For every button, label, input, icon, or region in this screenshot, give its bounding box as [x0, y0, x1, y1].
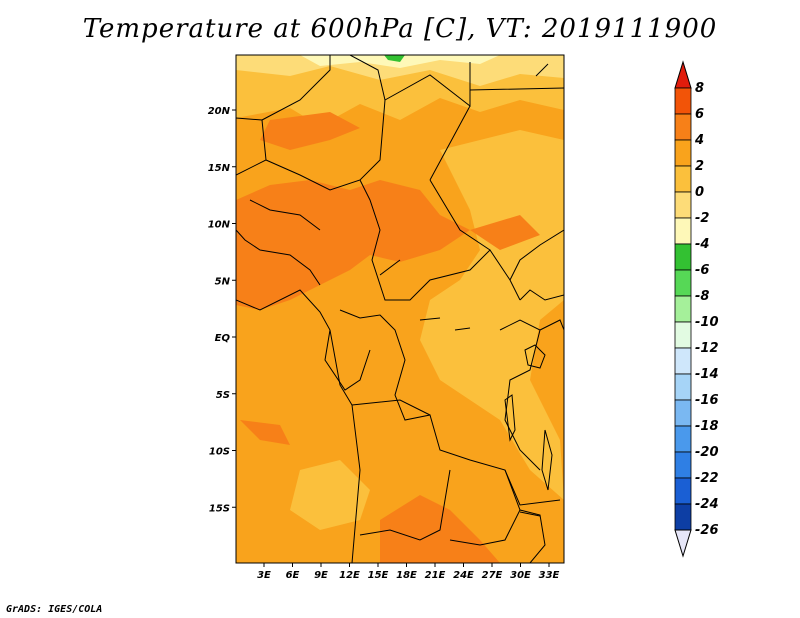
lon-tick-label: 18E	[396, 570, 417, 581]
lon-tick-label: 33E	[539, 570, 560, 581]
colorbar: 8 6 4 2 0 -2 -4 -6 -8 -10 -12 -14 -16 -18 -20 -22 -24 -26	[674, 60, 719, 558]
colorbar-level-label: 6	[695, 107, 704, 122]
colorbar-level-label: 4	[694, 133, 704, 148]
colorbar-level-label: 0	[695, 185, 704, 200]
temperature-region-warm-gulf	[240, 420, 290, 445]
map-panel	[236, 55, 564, 563]
lon-tick-label: 12E	[339, 570, 360, 581]
lat-tick-label: 15S	[209, 503, 230, 514]
colorbar-swatch	[674, 477, 692, 505]
grads-credit: GrADS: IGES/COLA	[6, 604, 103, 615]
lon-tick-label: 30E	[510, 570, 531, 581]
temperature-region-warm-coast	[236, 265, 300, 308]
lat-tick-label: 15N	[208, 163, 231, 174]
colorbar-swatch	[674, 451, 692, 479]
lat-tick-label: 20N	[208, 106, 231, 117]
temperature-region-east-light	[420, 130, 564, 500]
colorbar-swatch	[674, 217, 692, 245]
longitude-axis: 3E 6E 9E 12E 15E 18E 21E 24E 27E 30E 33E	[257, 563, 560, 581]
latitude-axis: 20N 15N 10N 5N EQ 5S 10S 15S	[208, 106, 236, 514]
colorbar-top-arrow	[674, 60, 692, 89]
colorbar-swatch	[674, 243, 692, 271]
lon-tick-label: 15E	[368, 570, 389, 581]
temperature-region-warm-sudan	[470, 215, 540, 250]
colorbar-swatch	[674, 503, 692, 531]
lon-tick-label: 3E	[257, 570, 271, 581]
colorbar-swatch	[674, 295, 692, 323]
colorbar-level-label: -24	[695, 497, 719, 512]
lat-tick-label: 10N	[208, 220, 231, 231]
colorbar-bottom-arrow	[674, 529, 692, 558]
lon-tick-label: 24E	[453, 570, 474, 581]
colorbar-level-label: -2	[695, 211, 709, 226]
colorbar-swatch	[674, 399, 692, 427]
colorbar-level-label: -14	[695, 367, 719, 382]
colorbar-swatch	[674, 269, 692, 297]
colorbar-level-label: 8	[695, 81, 704, 96]
colorbar-level-label: -8	[695, 289, 709, 304]
temperature-region-south-light	[290, 460, 370, 530]
temperature-region-warm-west-africa	[236, 180, 470, 310]
colorbar-swatch	[674, 347, 692, 375]
colorbar-level-label: -12	[695, 341, 719, 356]
lake-outlines	[419, 63, 553, 517]
country-borders	[236, 55, 564, 563]
colorbar-level-label: -18	[695, 419, 719, 434]
colorbar-level-label: -16	[695, 393, 719, 408]
colorbar-swatch	[674, 191, 692, 219]
colorbar-swatch	[674, 373, 692, 401]
colorbar-swatch	[674, 87, 692, 115]
colorbar-level-label: -10	[695, 315, 719, 330]
colorbar-level-label: -20	[695, 445, 719, 460]
map-title: Temperature at 600hPa [C], VT: 201911190…	[82, 14, 718, 44]
temperature-region-warm-north	[260, 112, 360, 150]
lat-tick-label: EQ	[215, 333, 231, 344]
colorbar-level-label: -26	[695, 523, 719, 538]
colorbar-swatch	[674, 165, 692, 193]
lon-tick-label: 27E	[482, 570, 503, 581]
colorbar-level-label: -22	[695, 471, 719, 486]
lat-tick-label: 5S	[216, 390, 230, 401]
colorbar-swatch	[674, 139, 692, 167]
lon-tick-label: 9E	[314, 570, 328, 581]
colorbar-level-label: 2	[695, 159, 704, 174]
colorbar-swatch	[674, 321, 692, 349]
lat-tick-label: 10S	[209, 447, 230, 458]
lon-tick-label: 6E	[286, 570, 300, 581]
colorbar-swatch	[674, 425, 692, 453]
map-frame	[235, 54, 565, 564]
lon-tick-label: 21E	[425, 570, 446, 581]
temperature-region-green-spot	[384, 55, 405, 62]
colorbar-level-label: -4	[695, 237, 709, 252]
colorbar-swatch	[674, 113, 692, 141]
lat-tick-label: 5N	[215, 276, 231, 287]
colorbar-level-label: -6	[695, 263, 709, 278]
